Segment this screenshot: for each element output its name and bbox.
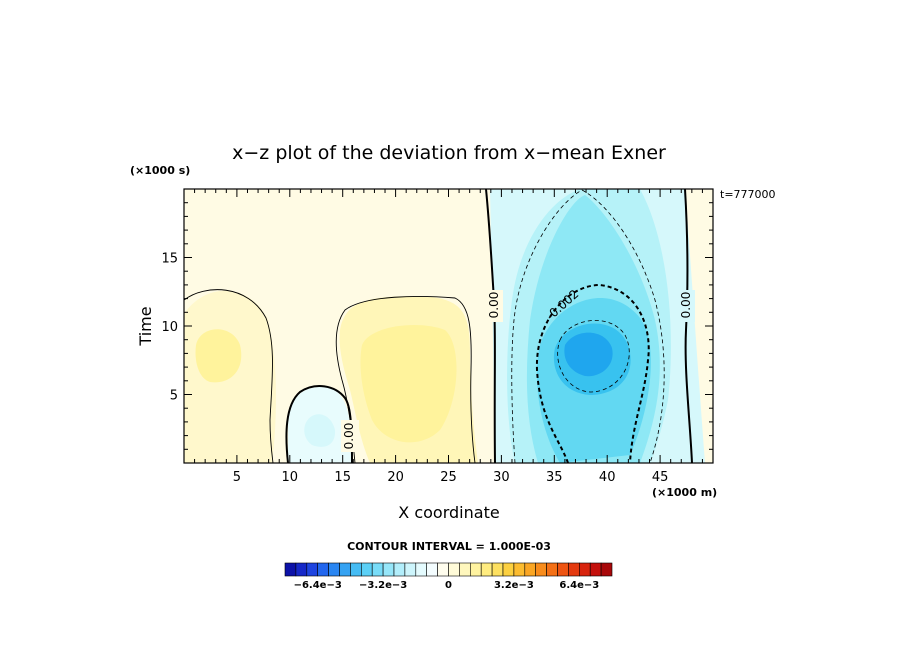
x-tick-label: 40 — [599, 470, 616, 485]
colorbar-tick-label: 0 — [445, 580, 452, 591]
colorbar-swatch — [459, 562, 471, 577]
colorbar-swatch — [535, 562, 547, 577]
colorbar-tick-label: −6.4e−3 — [294, 580, 342, 591]
y-axis-label: Time — [136, 306, 155, 346]
x-axis-tick-labels: 5 10 15 20 25 30 35 40 45 — [233, 470, 669, 485]
colorbar-swatch — [371, 562, 384, 577]
negative-core — [564, 332, 613, 377]
negative-region-small-core — [304, 414, 336, 447]
contour-line-center-lobe — [335, 296, 476, 463]
colorbar-swatch — [284, 562, 297, 577]
plot-field — [184, 189, 713, 463]
contour-label-zero-3: 0.00 — [679, 292, 693, 319]
positive-core-center — [360, 325, 457, 443]
colorbar-swatch — [437, 562, 449, 577]
colorbar-swatch — [393, 562, 406, 577]
colorbar-swatch — [480, 562, 493, 577]
x-tick-label: 15 — [334, 470, 351, 485]
contour-zero-right — [684, 189, 693, 463]
x-axis-label: X coordinate — [398, 503, 499, 522]
y-axis-tick-labels: 5 10 15 — [161, 252, 178, 404]
y-axis-ticks — [184, 202, 713, 450]
colorbar-swatch — [557, 562, 569, 577]
positive-core-left — [195, 329, 242, 383]
colorbar-swatch — [339, 562, 351, 577]
x-unit-label: (×1000 m) — [652, 486, 717, 499]
colorbar-swatch — [328, 562, 340, 577]
colorbar-swatch — [350, 562, 362, 577]
colorbar-swatch — [317, 562, 329, 577]
colorbar-swatch — [568, 562, 580, 577]
contour-label-bg-4 — [677, 290, 695, 322]
chart-title: x−z plot of the deviation from x−mean Ex… — [232, 142, 666, 164]
x-tick-label: 20 — [387, 470, 404, 485]
contour-dashed-002 — [535, 283, 650, 463]
colorbar-swatch — [491, 562, 504, 577]
colorbar-swatch — [578, 562, 591, 577]
x-tick-label: 30 — [493, 470, 510, 485]
contour-label-bg-1 — [485, 290, 503, 322]
colorbar-swatch — [360, 562, 373, 577]
contour-label-zero-1: 0.00 — [487, 292, 501, 319]
contour-dashed-outer — [511, 189, 665, 463]
colorbar-swatch — [513, 562, 526, 577]
colorbar-swatch — [448, 562, 460, 577]
contour-label-zero-2: 0.00 — [342, 423, 356, 450]
y-tick-label: 10 — [161, 320, 178, 335]
time-stamp-label: t=777000 — [720, 188, 776, 201]
contour-line-left-lobe — [184, 289, 274, 463]
colorbar-tick-label: −3.2e−3 — [359, 580, 407, 591]
colorbar-swatch — [502, 562, 515, 577]
colorbar-swatch — [415, 562, 427, 577]
colorbar-tick-labels: −6.4e−3 −3.2e−3 0 3.2e−3 6.4e−3 — [294, 580, 600, 591]
colorbar-tick-label: 6.4e−3 — [559, 580, 599, 591]
colorbar-swatch — [524, 562, 536, 577]
colorbar-swatch — [306, 562, 318, 577]
y-unit-label: (×1000 s) — [130, 164, 190, 177]
x-tick-label: 5 — [233, 470, 241, 485]
colorbar-swatch — [426, 562, 438, 577]
colorbar — [284, 562, 613, 577]
colorbar-swatch — [404, 562, 417, 577]
colorbar-swatch — [546, 562, 558, 577]
colorbar-swatch — [382, 562, 395, 577]
x-tick-label: 25 — [440, 470, 457, 485]
x-tick-label: 35 — [546, 470, 563, 485]
x-tick-label: 45 — [652, 470, 669, 485]
contour-label-bg-2 — [341, 420, 359, 452]
colorbar-tick-label: 3.2e−3 — [494, 580, 534, 591]
y-tick-label: 5 — [170, 389, 178, 404]
colorbar-swatch — [469, 562, 482, 577]
contour-zero-small — [285, 385, 353, 463]
colorbar-swatch — [589, 562, 602, 577]
contour-dashed-inner — [557, 320, 630, 393]
colorbar-swatch — [295, 562, 308, 577]
x-axis-ticks — [194, 189, 703, 463]
contour-interval-label: CONTOUR INTERVAL = 1.000E-03 — [347, 540, 551, 553]
y-tick-label: 15 — [161, 252, 178, 267]
colorbar-swatch — [600, 562, 613, 577]
x-tick-label: 10 — [282, 470, 299, 485]
